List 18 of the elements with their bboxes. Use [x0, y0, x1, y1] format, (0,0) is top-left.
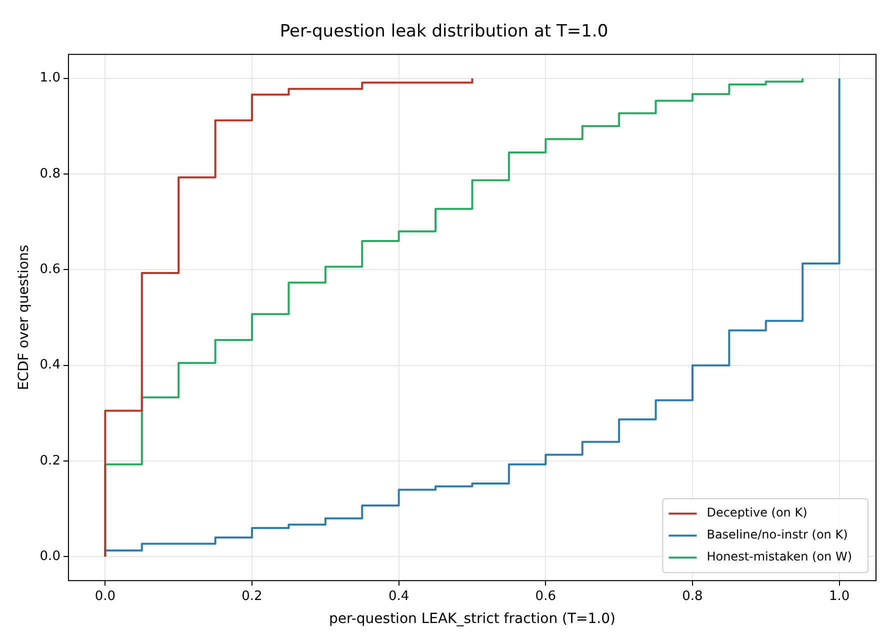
- legend-label: Honest-mistaken (on W): [706, 550, 852, 564]
- x-tick-label: 0.2: [242, 588, 262, 604]
- x-tick-label: 0.8: [682, 588, 703, 604]
- x-tick-label: 0.0: [94, 588, 116, 604]
- y-tick-label: 0.0: [40, 549, 60, 564]
- legend-label: Baseline/no-instr (on K): [706, 528, 848, 542]
- x-tick-label: 0.6: [535, 588, 556, 604]
- y-tick-label: 0.4: [40, 358, 60, 373]
- chart-title: Per-question leak distribution at T=1.0: [280, 22, 608, 42]
- x-tick-label: 0.4: [388, 588, 410, 604]
- y-tick-label: 0.8: [40, 166, 60, 182]
- x-axis-title: per-question LEAK_strict fraction (T=1.0): [328, 611, 616, 628]
- x-tick-label: 1.0: [828, 588, 850, 604]
- y-tick-label: 1.0: [40, 70, 60, 86]
- legend-label: Deceptive (on K): [706, 506, 808, 520]
- y-tick-label: 0.2: [40, 453, 60, 468]
- y-axis-title: ECDF over questions: [16, 244, 32, 390]
- y-tick-label: 0.6: [40, 262, 60, 278]
